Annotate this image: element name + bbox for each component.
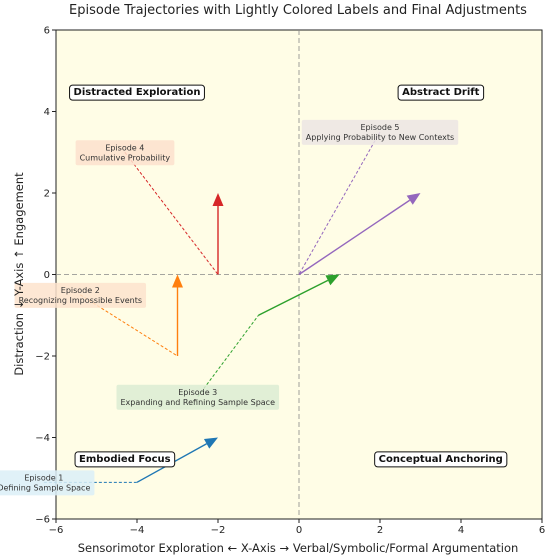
trajectory-arrow-head [172,274,183,288]
trajectory-path [197,314,259,398]
quadrant-label-box [69,84,205,101]
y-tick-label: −4 [35,433,50,444]
x-axis-label: Sensorimotor Exploration ← X-Axis → Verb… [78,541,519,555]
episode-label-line: Defining Sample Space [0,483,90,492]
y-tick-label: 4 [44,107,50,118]
trajectory-arrow-head [212,193,224,206]
episode-label-line: Episode 1 [24,473,63,482]
x-tick-label: 2 [377,525,383,536]
y-tick-label: −2 [35,352,50,363]
episode-label-line: Applying Probability to New Contexts [306,133,454,142]
x-tick-label: 6 [539,525,545,536]
y-tick-label: 6 [44,26,50,37]
quadrant-label-box [74,451,176,468]
episode-label-box [0,470,95,496]
episode-label-line: Episode 4 [105,143,144,152]
chart-title: Episode Trajectories with Lightly Colore… [69,3,527,18]
quadrant-labels: Distracted Exploration Abstract Drift Embo… [69,84,508,468]
episode-label-line: Episode 2 [61,286,100,295]
episode-label-line: Episode 5 [360,123,399,132]
trajectory-arrow-shaft [258,279,329,316]
trajectory-path [298,131,381,275]
trajectory-arrow-head [406,193,421,205]
episode-label-line: Cumulative Probability [80,153,171,162]
trajectory-path [80,294,178,357]
quadrant-label: Conceptual Anchoring [379,454,503,465]
quadrant-label: Embodied Focus [79,454,171,465]
x-tick-label: 4 [458,525,464,536]
quadrant-label: Distracted Exploration [74,87,201,98]
x-tick-label: −2 [211,525,226,536]
y-axis-label: Distraction ↓ Y-Axis ↑ Engagement [12,172,26,376]
y-tick-label: 2 [44,189,50,200]
trajectory-arrow-head [203,437,218,449]
episode-label-line: Expanding and Refining Sample Space [121,398,276,407]
x-tick-label: −6 [49,525,64,536]
quadrant-label-box [397,84,485,101]
quadrant-label: Abstract Drift [402,87,480,98]
y-tick-label: −6 [35,515,50,526]
episode-label-box [301,119,459,145]
axis-ticks: −6 −4 −2 0 2 4 6 −6 −4 −2 0 2 4 6 [35,26,545,537]
trajectory-path [124,151,219,275]
episode-label-box [116,384,280,410]
episode-label-box [14,282,147,308]
episode-label-line: Recognizing Impossible Events [19,296,142,305]
trajectory-arrow-head [325,274,340,286]
x-tick-label: −4 [130,525,145,536]
y-tick-label: 0 [44,270,50,281]
episode-label-line: Episode 3 [178,388,217,397]
quadrant-label-box [374,451,508,468]
trajectory-arrow-shaft [298,199,411,276]
episode-label-box [75,140,175,166]
x-tick-label: 0 [296,525,302,536]
